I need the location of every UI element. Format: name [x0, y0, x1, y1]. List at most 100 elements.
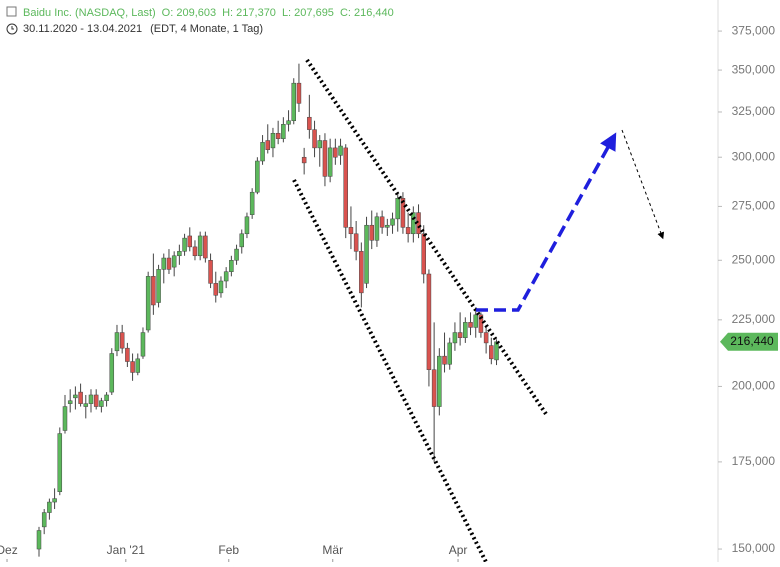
y-tick-label: 325,000 — [732, 104, 776, 118]
candle-body — [426, 273, 432, 370]
candle-body — [203, 235, 208, 259]
date-range: 30.11.2020 - 13.04.2021 — [23, 23, 142, 35]
candle-body — [494, 341, 499, 361]
candle-body — [348, 227, 354, 235]
forecast-arrow — [476, 132, 617, 312]
candle-body — [208, 260, 213, 284]
note: (EDT, 4 Monate, 1 Tag) — [150, 23, 263, 35]
candle-body — [156, 269, 161, 303]
candle-body — [161, 257, 167, 270]
candle-body — [317, 140, 322, 149]
candle-body — [296, 82, 302, 104]
ohlc: H: 217,370 — [222, 7, 276, 19]
candle-body — [338, 145, 343, 156]
candle-body — [255, 160, 260, 193]
plot — [36, 63, 499, 557]
y-tick-label: 250,000 — [732, 252, 776, 266]
y-tick-label: 150,000 — [732, 541, 776, 555]
candle-body — [281, 124, 286, 139]
candle-body — [213, 283, 219, 296]
candle-body — [67, 400, 73, 404]
x-tick-label: Jan '21 — [107, 543, 146, 557]
ohlc: C: 216,440 — [340, 7, 394, 19]
candle-body — [114, 332, 120, 352]
x-tick-label: Mär — [322, 543, 343, 557]
candle-body — [104, 394, 109, 401]
candle-body — [411, 212, 416, 235]
candle-body — [275, 132, 281, 139]
x-tick-label: Feb — [218, 543, 239, 557]
clock-icon — [6, 23, 18, 35]
candle-body — [130, 361, 135, 373]
candle-body — [57, 433, 63, 492]
candle-body — [249, 191, 255, 215]
candle-body — [379, 216, 385, 228]
candle-body — [41, 512, 47, 528]
candle-body — [457, 332, 463, 338]
y-tick-label: 375,000 — [732, 23, 776, 37]
title: Baidu Inc. (NASDAQ, Last) — [23, 7, 156, 19]
candle-body — [327, 147, 333, 177]
candle-body — [322, 140, 328, 177]
icon — [6, 6, 17, 17]
subtitle: 30.11.2020 - 13.04.2021 (EDT, 4 Monate, 1… — [23, 23, 263, 35]
candle-body — [270, 132, 276, 149]
candle-body — [405, 227, 411, 235]
candle-body — [229, 260, 234, 272]
candle-body — [473, 314, 478, 328]
candle-body — [307, 116, 312, 130]
candle-body — [52, 498, 57, 503]
candle-body — [260, 142, 265, 162]
candle-body — [239, 233, 245, 248]
candle-body — [166, 257, 172, 270]
candle-body — [390, 218, 395, 226]
forecast-arrow — [621, 129, 665, 240]
candle-body — [447, 342, 452, 365]
candle-body — [343, 147, 348, 228]
ohlc: O: 209,603 — [162, 7, 216, 19]
candle-body — [140, 332, 146, 357]
candle-body — [463, 322, 468, 338]
x-tick-label: Dez — [0, 543, 18, 557]
candle-body — [125, 347, 130, 362]
candle-body — [171, 255, 177, 268]
candle-body — [291, 82, 297, 121]
trend-line — [305, 58, 548, 416]
candle-body — [452, 332, 458, 344]
candle-body — [177, 251, 182, 257]
candle-body — [442, 355, 447, 365]
y-tick-label: 200,000 — [732, 379, 776, 393]
candle-body — [192, 246, 198, 257]
candle-body — [93, 394, 99, 407]
candle-body — [301, 156, 307, 164]
candle-body — [182, 237, 187, 252]
candle-body — [385, 224, 390, 228]
candle-body — [36, 530, 42, 550]
ohlc: L: 207,695 — [282, 7, 334, 19]
candle-body — [431, 369, 437, 407]
y-tick-label: 275,000 — [732, 199, 776, 213]
y-tick-label: 300,000 — [732, 149, 776, 163]
candle-body — [62, 406, 68, 431]
header: Baidu Inc. (NASDAQ, Last) O: 209,603 H: 21… — [23, 7, 394, 19]
candle-body — [135, 358, 141, 373]
last-price-label: 216,440 — [730, 334, 774, 348]
candle-body — [369, 224, 374, 241]
candle-body — [99, 400, 104, 407]
candle-body — [374, 216, 380, 241]
candle-body — [109, 353, 115, 393]
candle-body — [73, 394, 78, 399]
candle-body — [489, 345, 494, 360]
candle-body — [83, 403, 89, 407]
candle-body — [483, 332, 489, 344]
candle-body — [197, 235, 203, 257]
candle-body — [151, 276, 156, 306]
candle-body — [265, 140, 271, 150]
candle-body — [187, 235, 193, 248]
y-tick-label: 225,000 — [732, 312, 776, 326]
candle-body — [244, 216, 250, 235]
candle-body — [400, 197, 406, 228]
candle-body — [359, 251, 364, 294]
candle-body — [145, 276, 151, 331]
